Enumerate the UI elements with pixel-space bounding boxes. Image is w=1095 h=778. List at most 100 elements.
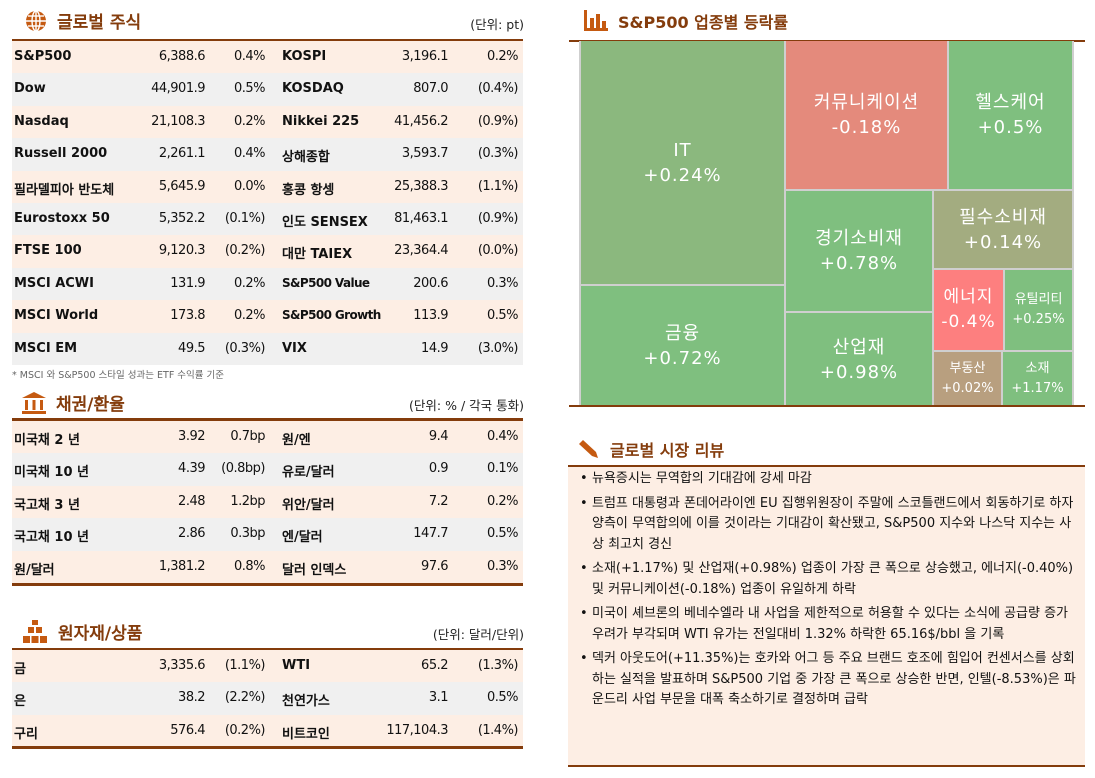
sector-name: 에너지 [943,287,994,307]
review-item: 소재(+1.17%) 및 산업재(+0.98%) 업종이 가장 큰 폭으로 상승… [580,559,1077,600]
table-row: MSCI ACWI 131.9 0.2% S&P500 Value 200.6 0.3% [12,267,523,301]
review-item: 덱커 아웃도어(+11.35%)는 호카와 어그 등 주요 브랜드 호조에 힘입… [580,649,1077,711]
sector-cell-fin: 금융 +0.72% [581,286,784,406]
change-cell: 0.8% [233,558,266,574]
value-cell: 2,261.1 [158,146,206,162]
bonds-fx-title: 채권/환율 [22,390,125,415]
name-cell: 유로/달러 [282,465,335,481]
value-cell: 4.39 [178,461,205,477]
name-cell: 홍콩 항셍 [282,182,335,198]
value-cell: 131.9 [170,275,205,291]
name-cell: Nasdaq [14,113,69,129]
value-cell: 200.6 [413,275,448,291]
name-cell: 은 [14,694,26,710]
table-row: 국고채 10 년 2.86 0.3bp 엔/달러 147.7 0.5% [12,518,523,551]
change-cell: 1.2bp [230,493,265,509]
bonds-fx-table: 미국채 2 년 3.92 0.7bp 원/엔 9.4 0.4% 미국채 10 년 4.39 (0… [12,421,523,583]
globe-icon [26,9,46,32]
name-cell: Russell 2000 [14,146,108,162]
value-cell: 0.9 [428,461,449,477]
value-cell: 2.86 [178,526,205,542]
name-cell: 금 [14,662,26,677]
name-cell: MSCI World [14,308,99,324]
change-cell: (0.1%) [224,210,266,226]
sector-name: 유틸리티 [1014,292,1063,307]
sector-name: 산업재 [832,336,886,358]
value-cell: 44,901.9 [151,81,205,97]
sector-name: 소재 [1025,361,1050,376]
sector-cell-comm: 커뮤니케이션 -0.18% [786,41,947,189]
divider [12,418,523,421]
value-cell: 113.9 [413,308,448,324]
change-cell: 0.7bp [230,429,265,444]
sector-cell-ind: 산업재 +0.98% [786,313,932,406]
value-cell: 23,364.4 [394,243,448,259]
name-cell: 천연가스 [282,694,330,710]
value-cell: 6,388.6 [158,49,206,64]
change-cell: 0.2% [233,113,266,129]
name-cell: MSCI ACWI [14,275,94,291]
change-cell: 0.5% [486,690,519,706]
change-cell: (0.8bp) [221,461,265,477]
sector-name: 커뮤니케이션 [813,92,920,113]
sector-change: +0.72% [643,348,722,369]
value-cell: 2.48 [178,493,205,509]
name-cell: 달러 인덱스 [282,562,347,578]
sector-name: 필수소비재 [959,206,1047,228]
section-heading: 글로벌 주식 [57,13,142,33]
name-cell: Nikkei 225 [282,113,360,129]
value-cell: 14.9 [421,340,448,356]
sector-change: +0.5% [977,117,1044,138]
change-cell: (1.1%) [224,658,266,673]
divider [12,648,523,651]
sector-change: -0.18% [831,117,902,138]
name-cell: S&P500 Growth [282,308,381,323]
name-cell: Eurostoxx 50 [14,210,110,226]
change-cell: (2.2%) [224,690,266,706]
name-cell: 미국채 10 년 [14,465,89,481]
change-cell: (0.2%) [224,722,266,738]
name-cell: 상해종합 [282,150,330,166]
value-cell: 3.1 [428,690,449,706]
table-row: 필라델피아 반도체 5,645.9 0.0% 홍콩 항셍 25,388.3 (1.1%) [12,170,523,203]
name-cell: 미국채 2 년 [14,433,80,448]
sector-change: +0.98% [819,361,899,383]
name-cell: KOSDAQ [282,81,344,97]
review-item: 트럼프 대통령과 폰데어라이엔 EU 집행위원장이 주말에 스코틀랜드에서 회동… [580,494,1077,556]
table-row: Dow 44,901.9 0.5% KOSDAQ 807.0 (0.4%) [12,73,523,106]
value-cell: 3.92 [178,429,205,444]
divider [569,405,1085,407]
divider [568,765,1085,767]
value-cell: 49.5 [178,340,205,356]
value-cell: 9.4 [428,429,449,444]
sector-name: IT [673,139,692,161]
table-row: 미국채 10 년 4.39 (0.8bp) 유로/달러 0.9 0.1% [12,453,523,486]
sector-name: 부동산 [949,361,986,376]
name-cell: 국고채 10 년 [14,530,89,546]
name-cell: WTI [282,658,311,673]
sector-change: +0.14% [963,231,1043,253]
change-cell: 0.5% [486,526,519,542]
bank-icon [22,391,46,414]
change-cell: (0.4%) [477,81,519,97]
change-cell: (0.2%) [224,243,266,259]
change-cell: 0.0% [233,178,266,194]
section-heading: 채권/환율 [56,395,125,415]
section-heading: 원자재/상품 [58,624,143,644]
change-cell: (1.4%) [477,722,519,738]
value-cell: 3,335.6 [158,658,206,673]
table-row: MSCI World 173.8 0.2% S&P500 Growth 113.9 0.5… [12,300,523,333]
sector-change: +0.24% [643,164,722,186]
name-cell: 비트코인 [282,726,330,742]
sector-map-title: S&P500 업종별 등락률 [584,9,788,33]
table-row: 금 3,335.6 (1.1%) WTI 65.2 (1.3%) [12,650,523,683]
change-cell: 0.4% [486,429,519,444]
change-cell: 0.5% [233,81,266,97]
value-cell: 65.2 [421,658,448,673]
change-cell: (3.0%) [477,340,519,356]
footnote: * MSCI 와 S&P500 스타일 성과는 ETF 수익률 기준 [12,370,225,381]
commodities-table: 금 3,335.6 (1.1%) WTI 65.2 (1.3%) 은 38.2 (2.2%) 천연… [12,650,523,748]
sector-cell-health: 헬스케어 +0.5% [949,41,1072,189]
sector-change: +0.25% [1012,312,1065,327]
section-heading: S&P500 업종별 등락률 [618,13,789,32]
